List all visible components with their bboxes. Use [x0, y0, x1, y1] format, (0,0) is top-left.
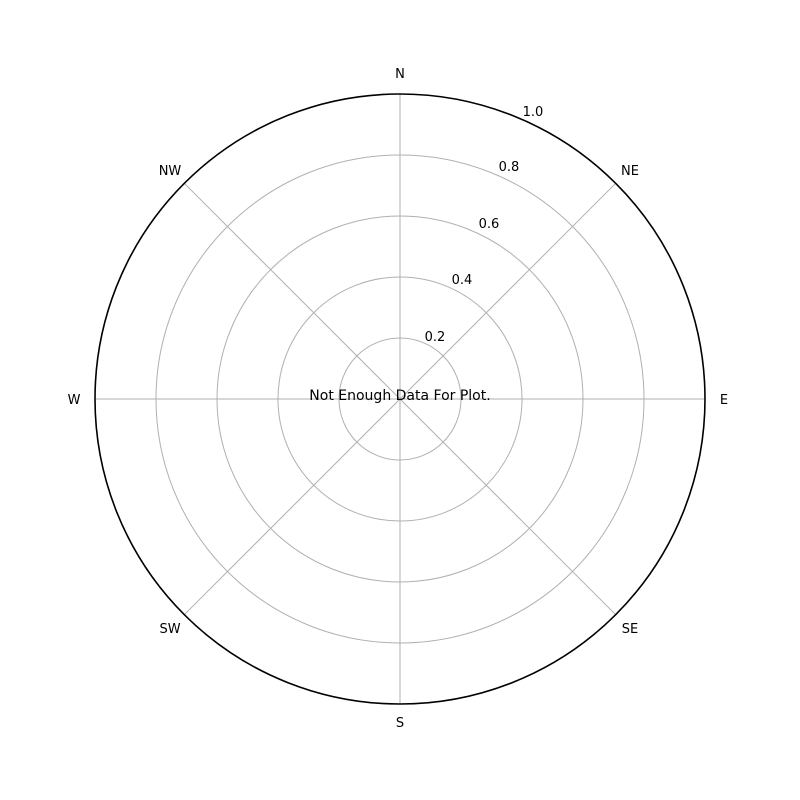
dir-label-s: S	[396, 716, 404, 731]
compass-direction-labels: N NE E SE S SW W NW	[68, 67, 729, 731]
gridline-ring-0.8	[155, 154, 645, 644]
dir-label-sw: SW	[159, 622, 180, 637]
no-data-message: Not Enough Data For Plot.	[309, 388, 490, 404]
radial-tick-1.0: 1.0	[523, 105, 544, 120]
gridline-ring-0.2	[338, 337, 462, 461]
radial-gridlines	[155, 154, 645, 644]
radial-tick-0.8: 0.8	[499, 160, 520, 175]
radial-tick-0.4: 0.4	[452, 273, 473, 288]
gridline-ring-0.4	[277, 276, 523, 522]
radial-tick-labels: 0.2 0.4 0.6 0.8 1.0	[425, 105, 544, 345]
dir-label-ne: NE	[621, 164, 639, 179]
dir-label-n: N	[395, 67, 405, 82]
gridline-ring-0.6	[216, 215, 584, 583]
radial-tick-0.2: 0.2	[425, 330, 446, 345]
dir-label-nw: NW	[159, 164, 182, 179]
spoke-nw-se	[183, 182, 617, 616]
outer-boundary-ring	[94, 93, 706, 705]
dir-label-se: SE	[622, 622, 638, 637]
dir-label-w: W	[68, 393, 81, 408]
radial-tick-0.6: 0.6	[479, 217, 500, 232]
radial-spokes	[95, 94, 705, 704]
dir-label-e: E	[720, 393, 728, 408]
